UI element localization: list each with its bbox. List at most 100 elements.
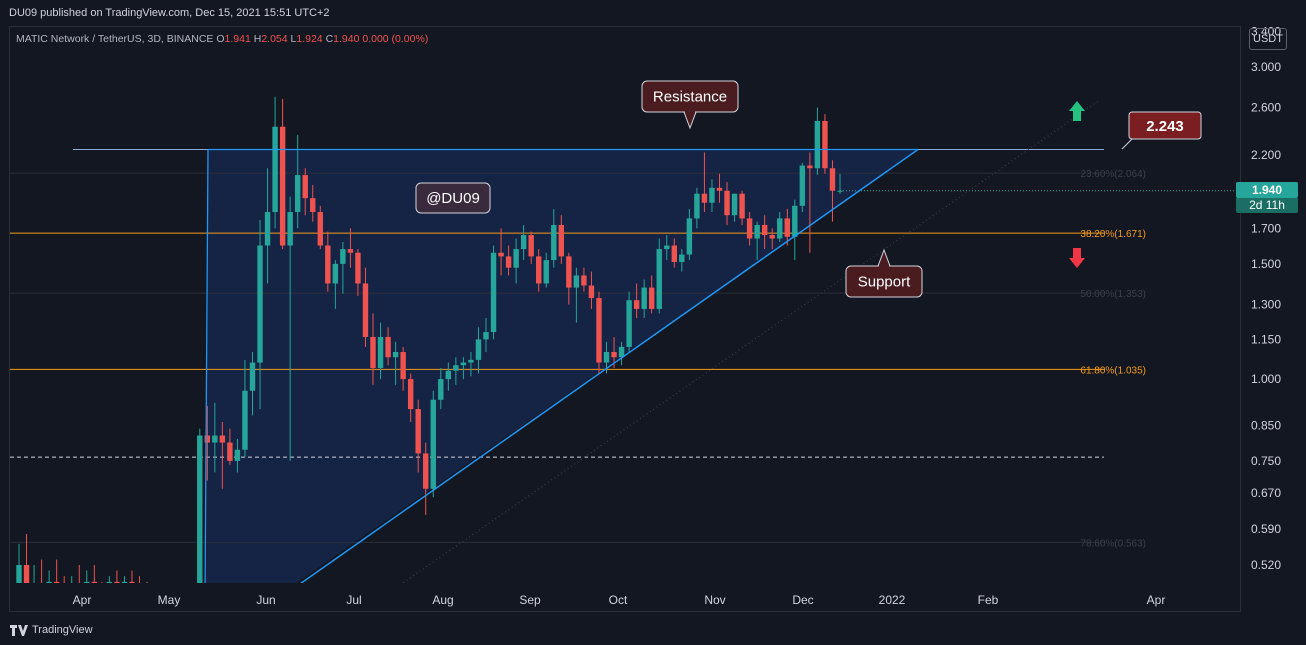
triangle-left-edge	[204, 149, 209, 583]
candle	[475, 327, 482, 374]
candle-body	[137, 588, 142, 594]
currency-button[interactable]: USDT	[1249, 28, 1287, 50]
candle	[536, 249, 542, 292]
candle-body	[626, 300, 632, 347]
candle	[46, 570, 52, 583]
candle	[249, 352, 256, 416]
candle	[573, 267, 580, 323]
candle	[302, 168, 308, 216]
candle-body	[377, 336, 384, 368]
candle	[53, 559, 60, 583]
candle	[257, 220, 263, 410]
candle-body	[99, 588, 104, 600]
candle	[294, 135, 301, 229]
candle-body	[392, 352, 399, 358]
candle-body	[152, 594, 157, 600]
candle-body	[91, 581, 98, 583]
fib-label: 78.60%(0.563)	[1080, 538, 1146, 549]
chart-frame	[9, 26, 1241, 612]
candle	[453, 357, 459, 385]
candle-body	[370, 336, 376, 368]
candle	[407, 373, 414, 422]
candle	[739, 190, 745, 225]
candle	[445, 362, 452, 391]
candle-body	[332, 263, 339, 284]
candle-body	[701, 193, 708, 203]
candle	[362, 267, 369, 347]
candle	[385, 327, 391, 366]
candle-body	[754, 224, 760, 239]
x-tick-label: Feb	[978, 593, 999, 607]
candle-body	[679, 254, 685, 262]
candle	[114, 570, 120, 583]
candle-body	[611, 352, 617, 358]
candle	[400, 346, 406, 391]
support-trendline	[300, 148, 919, 583]
candle-body	[543, 260, 549, 284]
candle	[505, 245, 512, 276]
candle-body	[279, 126, 286, 246]
bottom-bar	[0, 612, 1306, 645]
candle-body	[558, 224, 565, 257]
candle-body	[505, 256, 512, 268]
candle	[671, 238, 678, 268]
candle-body	[204, 435, 211, 443]
open-label: O	[216, 33, 225, 45]
candle	[23, 533, 30, 583]
candle	[78, 565, 80, 583]
candle	[641, 279, 647, 318]
candle-body	[475, 339, 482, 360]
candle-body	[114, 581, 120, 583]
candle-body	[242, 390, 248, 450]
resistance-callout: Resistance	[641, 80, 739, 130]
candle	[498, 228, 504, 276]
candle	[234, 439, 241, 473]
candle-body	[385, 336, 391, 358]
candle	[769, 228, 775, 250]
y-tick-label: 0.520	[1251, 558, 1281, 572]
candle	[129, 570, 135, 583]
candle-body	[362, 283, 369, 337]
candle-body	[807, 165, 813, 169]
candle-body	[121, 581, 128, 583]
candle	[355, 249, 361, 296]
candle	[483, 317, 489, 353]
published-text: DU09 published on TradingView.com, Dec 1…	[9, 7, 330, 19]
candle-body	[686, 218, 693, 255]
candle-body	[536, 256, 542, 284]
candle-body	[596, 298, 602, 363]
candle-body	[490, 252, 497, 333]
candle-body	[724, 190, 730, 216]
candle	[724, 182, 730, 225]
candle-body	[23, 565, 30, 583]
tradingview-brand[interactable]: TradingView	[10, 624, 93, 636]
fib-label: 23.60%(2.064)	[1080, 169, 1146, 180]
candle-body	[129, 581, 135, 583]
candle-body	[355, 252, 361, 284]
fib-label: 50.00%(1.353)	[1080, 289, 1146, 300]
candle-body	[53, 581, 60, 583]
candle	[686, 208, 693, 261]
candle-body	[664, 245, 670, 250]
candle-body	[648, 287, 655, 309]
candle-body	[272, 126, 278, 213]
candle-body	[694, 193, 700, 219]
candle-body	[430, 399, 436, 489]
candle-body	[716, 187, 723, 191]
candle	[264, 168, 271, 284]
candle	[777, 212, 783, 242]
y-tick-label: 1.300	[1251, 298, 1281, 312]
y-tick-label: 0.750	[1251, 454, 1281, 468]
y-tick-label: 0.850	[1251, 418, 1281, 432]
candle-body	[460, 362, 467, 366]
arrow-up-icon	[1069, 101, 1085, 121]
candle	[137, 576, 142, 594]
candle	[460, 357, 467, 380]
author-watermark: @DU09	[415, 182, 491, 214]
low-label: L	[290, 33, 297, 45]
candle-body	[483, 332, 489, 340]
candle	[656, 238, 662, 314]
watermark-box	[415, 182, 491, 214]
triangle-fill	[205, 149, 918, 583]
